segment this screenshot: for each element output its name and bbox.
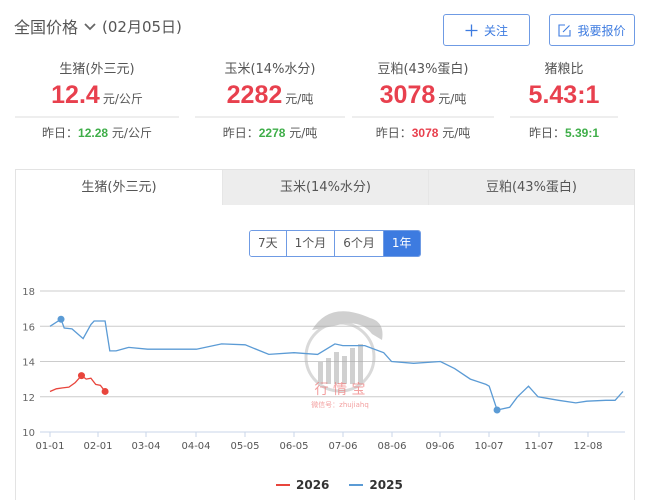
svg-text:06-05: 06-05	[279, 441, 308, 452]
stat-hog: 生猪(外三元) 12.4 元/公斤 昨日：12.28 元/公斤	[15, 60, 179, 146]
watermark-sub: 微信号：zhujiahq	[311, 400, 369, 409]
legend-swatch	[349, 484, 364, 486]
yesterday-label: 昨日：	[528, 126, 565, 140]
stat-name: 豆粕(43%蛋白)	[377, 62, 469, 77]
watermark-name: 行 情 宝	[315, 382, 366, 398]
stat-value: 12.4	[51, 81, 100, 109]
edit-icon	[558, 23, 572, 37]
stat-unit: 元/吨	[285, 92, 314, 106]
plus-icon	[465, 24, 478, 37]
tab-corn[interactable]: 玉米(14%水分)	[222, 170, 428, 205]
svg-text:14: 14	[22, 358, 35, 369]
svg-text:18: 18	[22, 287, 35, 298]
price-summary: 生猪(外三元) 12.4 元/公斤 昨日：12.28 元/公斤 玉米(14%水分)…	[0, 60, 648, 150]
legend-label: 2026	[296, 478, 330, 492]
chart-grid: 10 12 14 16 18	[22, 287, 625, 439]
svg-text:07-06: 07-06	[328, 441, 357, 452]
yesterday-unit: 元/吨	[289, 126, 318, 140]
svg-text:02-01: 02-01	[83, 441, 112, 452]
range-1-month[interactable]: 1个月	[285, 231, 335, 256]
yesterday-unit: 元/吨	[442, 126, 471, 140]
yesterday-value: 3078	[411, 126, 439, 140]
stat-name: 生猪(外三元)	[59, 62, 135, 77]
chart-legend: 2026 2025	[276, 478, 403, 492]
yesterday-value: 5.39:1	[564, 126, 600, 140]
follow-label: 关注	[483, 23, 508, 38]
divider	[510, 116, 618, 118]
svg-text:03-04: 03-04	[131, 441, 160, 452]
legend-swatch	[276, 484, 290, 486]
stat-hog-grain-ratio: 猪粮比 5.43:1 昨日：5.39:1	[510, 60, 618, 146]
legend-item-2026[interactable]: 2026	[276, 478, 329, 492]
stat-name: 猪粮比	[544, 62, 584, 77]
follow-button[interactable]: 关注	[443, 14, 530, 46]
range-1-year[interactable]: 1年	[382, 231, 420, 256]
yesterday-unit: 元/公斤	[111, 126, 152, 140]
svg-text:04-04: 04-04	[181, 441, 210, 452]
divider	[195, 116, 345, 118]
svg-text:08-06: 08-06	[377, 441, 406, 452]
svg-text:12-08: 12-08	[573, 441, 602, 452]
stat-name: 玉米(14%水分)	[224, 62, 316, 77]
price-date: (02月05日)	[102, 17, 182, 36]
tab-hog[interactable]: 生猪(外三元)	[16, 170, 222, 205]
yesterday-label: 昨日：	[222, 126, 259, 140]
yesterday-label: 昨日：	[42, 126, 79, 140]
range-6-months[interactable]: 6个月	[334, 231, 383, 256]
yesterday-label: 昨日：	[375, 126, 412, 140]
stat-value: 5.43:1	[528, 81, 600, 109]
stat-soymeal: 豆粕(43%蛋白) 3078 元/吨 昨日：3078 元/吨	[352, 60, 494, 146]
divider	[352, 116, 494, 118]
yesterday-value: 2278	[258, 126, 286, 140]
svg-text:16: 16	[22, 322, 35, 333]
divider	[15, 116, 179, 118]
commodity-tabs: 生猪(外三元) 玉米(14%水分) 豆粕(43%蛋白)	[16, 170, 634, 205]
tab-soymeal[interactable]: 豆粕(43%蛋白)	[428, 170, 634, 205]
quote-label: 我要报价	[577, 23, 626, 38]
stat-corn: 玉米(14%水分) 2282 元/吨 昨日：2278 元/吨	[195, 60, 345, 146]
stat-unit: 元/公斤	[102, 92, 143, 106]
legend-item-2025[interactable]: 2025	[349, 478, 403, 492]
svg-text:05-05: 05-05	[230, 441, 259, 452]
stat-unit: 元/吨	[438, 92, 467, 106]
svg-text:10: 10	[22, 428, 35, 439]
legend-label: 2025	[369, 478, 403, 492]
chart-panel: 生猪(外三元) 玉米(14%水分) 豆粕(43%蛋白) 7天 1个月 6个月 1…	[15, 169, 635, 500]
time-range-selector: 7天 1个月 6个月 1年	[249, 230, 421, 257]
svg-text:10-07: 10-07	[474, 441, 503, 452]
region-selector[interactable]: 全国价格 (02月05日)	[14, 14, 182, 38]
stat-value: 3078	[379, 81, 436, 109]
region-title: 全国价格	[14, 18, 79, 37]
stat-value: 2282	[226, 81, 283, 109]
watermark-logo	[304, 311, 383, 393]
chevron-down-icon[interactable]	[82, 18, 98, 34]
svg-text:12: 12	[22, 393, 35, 404]
svg-text:11-07: 11-07	[524, 441, 553, 452]
svg-text:01-01: 01-01	[35, 441, 64, 452]
range-7-days[interactable]: 7天	[250, 231, 286, 256]
svg-text:09-06: 09-06	[425, 441, 454, 452]
submit-quote-button[interactable]: 我要报价	[549, 14, 635, 46]
yesterday-value: 12.28	[78, 126, 109, 140]
